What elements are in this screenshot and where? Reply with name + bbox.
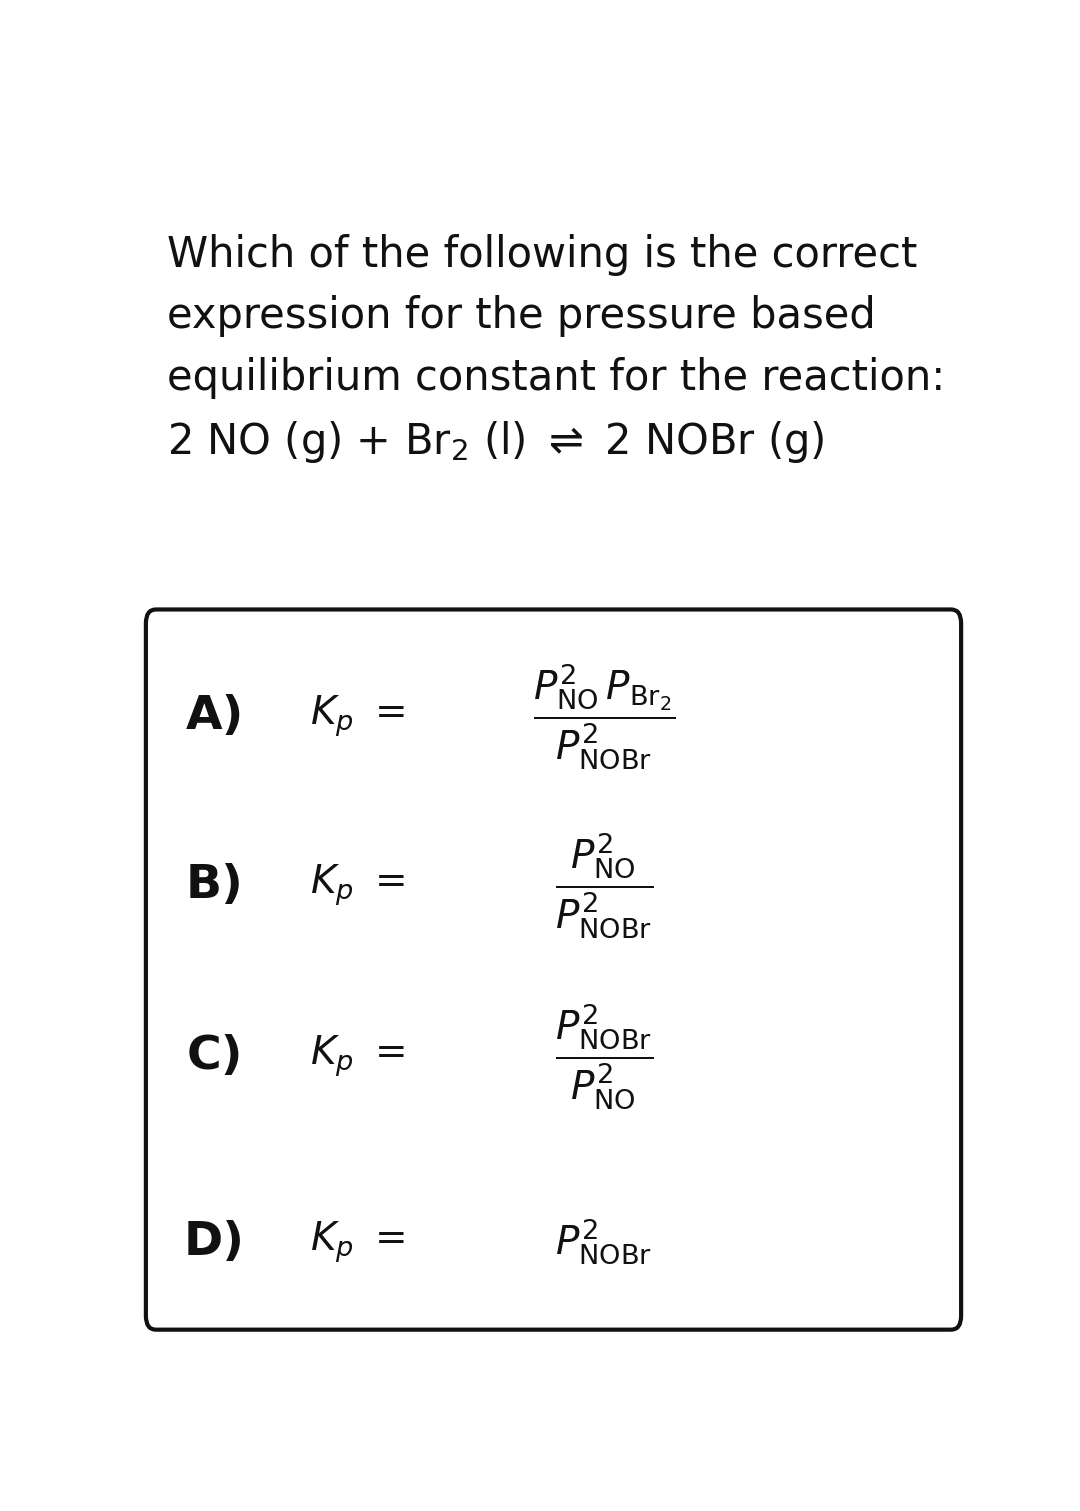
Text: $P_{\mathrm{NOBr}}^{2}$: $P_{\mathrm{NOBr}}^{2}$ xyxy=(555,1218,652,1268)
Text: $\dfrac{P_{\mathrm{NO}}^{2}}{P_{\mathrm{NOBr}}^{2}}$: $\dfrac{P_{\mathrm{NO}}^{2}}{P_{\mathrm{… xyxy=(555,830,652,940)
Text: Which of the following is the correct: Which of the following is the correct xyxy=(166,234,917,275)
Text: equilibrium constant for the reaction:: equilibrium constant for the reaction: xyxy=(166,357,945,399)
Text: $\dfrac{P_{\mathrm{NO}}^{2}\,P_{\mathrm{Br}_2}}{P_{\mathrm{NOBr}}^{2}}$: $\dfrac{P_{\mathrm{NO}}^{2}\,P_{\mathrm{… xyxy=(532,662,675,772)
Text: B): B) xyxy=(186,863,243,908)
Text: 2 NO (g) + Br$_2$ (l) $\rightleftharpoons$ 2 NOBr (g): 2 NO (g) + Br$_2$ (l) $\rightleftharpoon… xyxy=(166,419,824,465)
FancyBboxPatch shape xyxy=(146,609,961,1330)
Text: $\dfrac{P_{\mathrm{NOBr}}^{2}}{P_{\mathrm{NO}}^{2}}$: $\dfrac{P_{\mathrm{NOBr}}^{2}}{P_{\mathr… xyxy=(555,1002,652,1111)
Text: expression for the pressure based: expression for the pressure based xyxy=(166,295,876,337)
Text: A): A) xyxy=(186,694,244,739)
Text: D): D) xyxy=(184,1219,245,1265)
Text: C): C) xyxy=(187,1034,243,1079)
Text: $K_p\ =$: $K_p\ =$ xyxy=(310,1219,404,1265)
Text: $K_p\ =$: $K_p\ =$ xyxy=(310,694,404,739)
Text: $K_p\ =$: $K_p\ =$ xyxy=(310,863,404,908)
Text: $K_p\ =$: $K_p\ =$ xyxy=(310,1034,404,1079)
